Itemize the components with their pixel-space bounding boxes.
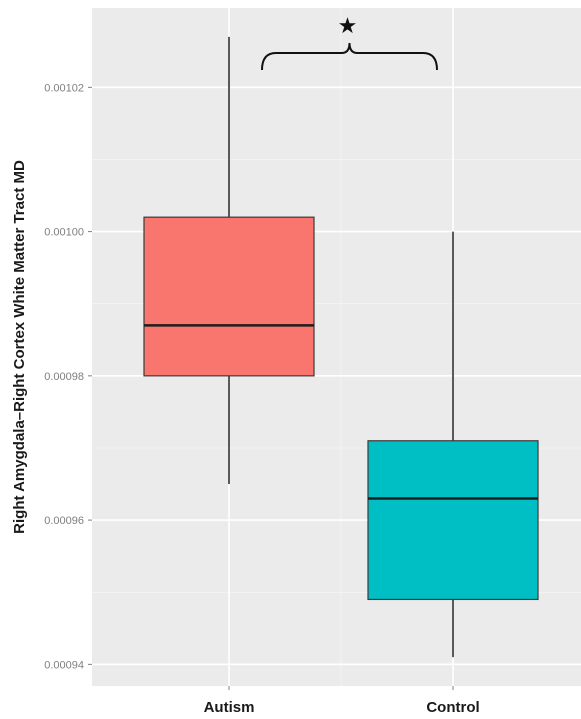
y-tick-label: 0.00102 [44, 82, 84, 94]
significance-star: ★ [338, 14, 358, 39]
x-axis-labels: Autism Control [204, 686, 480, 716]
y-tick-label: 0.00100 [44, 227, 84, 239]
x-tick-label-autism: Autism [204, 699, 255, 716]
box-iqr [144, 217, 314, 376]
box-iqr [368, 441, 538, 600]
y-tick-label: 0.00096 [44, 515, 84, 527]
y-tick-label: 0.00094 [44, 659, 84, 671]
y-axis-title: Right Amygdala–Right Cortex White Matter… [11, 160, 28, 534]
y-axis-ticks: 0.00094 0.00096 0.00098 0.00100 0.00102 [44, 82, 92, 671]
y-tick-label: 0.00098 [44, 371, 84, 383]
x-tick-label-control: Control [426, 699, 479, 716]
